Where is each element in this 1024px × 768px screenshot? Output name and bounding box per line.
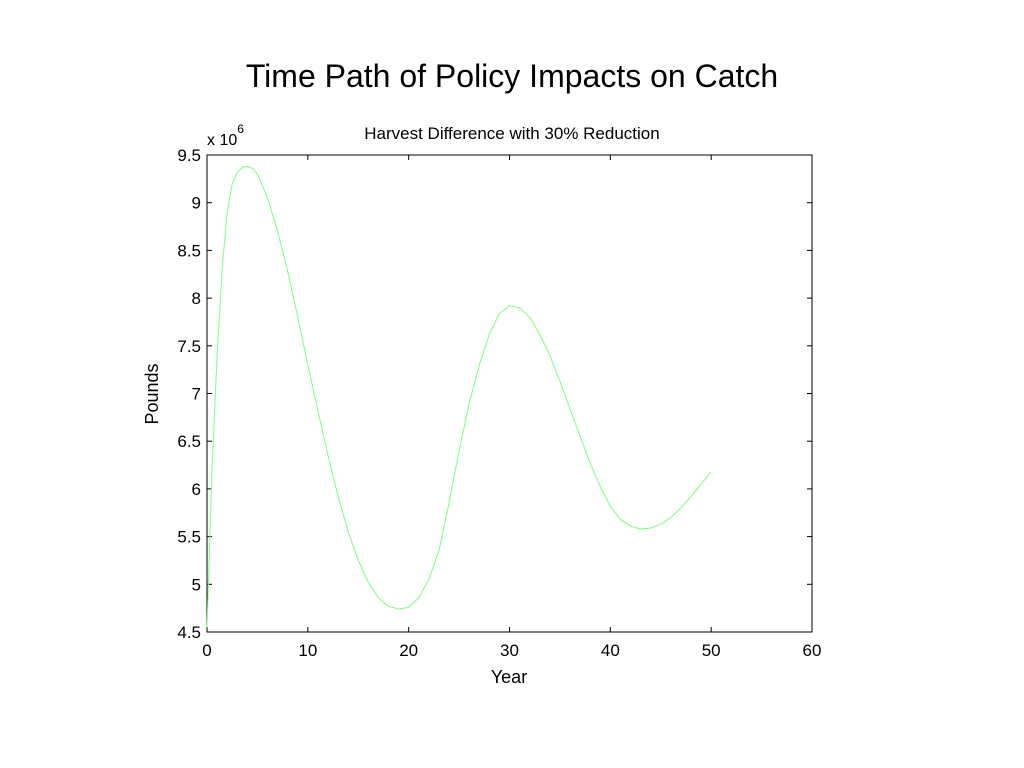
y-tick-label: 8 [192,289,201,308]
x-axis: 0 10 20 30 40 50 60 [202,155,821,660]
y-tick-label: 7.5 [177,337,201,356]
y-multiplier: x 106 [207,122,244,149]
plot-area [206,154,813,633]
y-tick-label: 9.5 [177,146,201,165]
series-line-0 [206,165,712,628]
y-tick-label: 5 [192,575,201,594]
y-axis-label: Pounds [142,363,162,424]
y-multiplier-base: x 10 [207,132,237,149]
y-axis: 4.5 5 5.5 6 6.5 7 7.5 8 8.5 9 9.5 [177,146,812,642]
x-tick-label: 0 [202,641,211,660]
y-tick-label: 4.5 [177,623,201,642]
y-tick-label: 9 [192,194,201,213]
x-tick-label: 60 [803,641,822,660]
slide-title: Time Path of Policy Impacts on Catch [245,58,779,94]
y-tick-label: 7 [192,385,201,404]
x-tick-label: 40 [601,641,620,660]
x-tick-label: 20 [399,641,418,660]
y-tick-label: 6 [192,480,201,499]
y-tick-label: 8.5 [177,241,201,260]
y-multiplier-exponent: 6 [237,122,244,136]
x-tick-label: 50 [702,641,721,660]
series-layer [206,165,712,628]
x-axis-label: Year [491,667,527,687]
chart-title: Harvest Difference with 30% Reduction [364,124,659,143]
x-tick-label: 10 [298,641,317,660]
y-tick-label: 6.5 [177,432,201,451]
x-tick-label: 30 [500,641,519,660]
y-tick-label: 5.5 [177,528,201,547]
